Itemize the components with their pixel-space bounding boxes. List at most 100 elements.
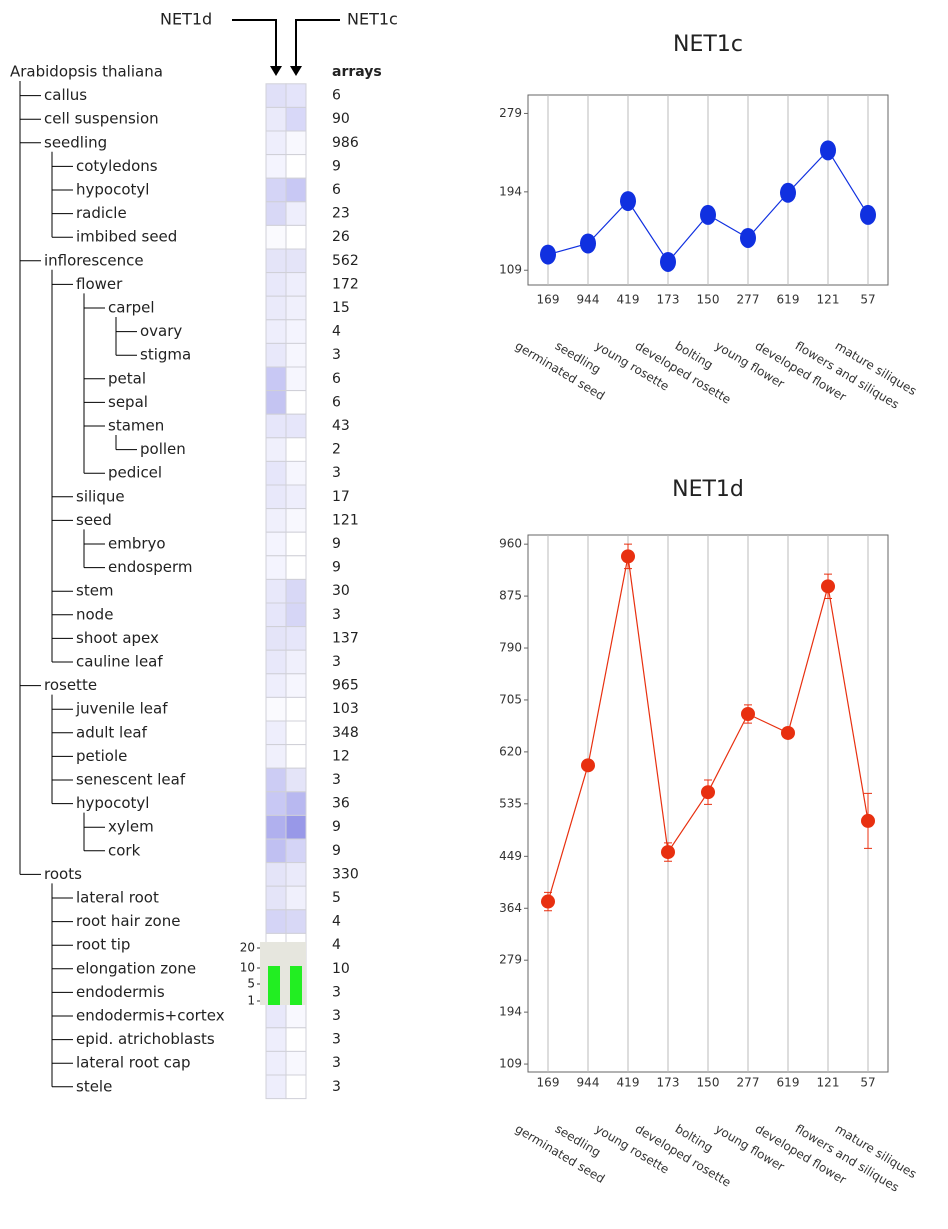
heat-cell <box>285 224 307 250</box>
tree-label: lateral root cap <box>76 1054 191 1072</box>
x-count-label: 57 <box>860 1076 875 1090</box>
y-tick-label: 620 <box>499 744 522 758</box>
heat-cell <box>265 366 287 392</box>
array-count: 9 <box>332 536 341 552</box>
array-count: 4 <box>332 914 341 930</box>
y-tick-label: 790 <box>499 641 522 655</box>
arrow-head <box>270 66 302 76</box>
x-count-label: 150 <box>697 1076 720 1090</box>
heat-cell <box>285 460 307 486</box>
y-tick-label: 279 <box>499 106 522 120</box>
heat-cell <box>265 295 287 321</box>
tree-label: callus <box>44 86 87 104</box>
x-count-label: 57 <box>860 293 875 307</box>
heat-cell <box>265 319 287 344</box>
array-count: 562 <box>332 253 359 269</box>
tree-label: root hair zone <box>76 912 180 930</box>
x-count-label: 419 <box>617 293 640 307</box>
array-count: 3 <box>332 1079 341 1095</box>
array-count: 330 <box>332 866 359 882</box>
heat-cell <box>285 201 307 226</box>
array-count: 172 <box>332 276 359 292</box>
tree-label: stamen <box>108 417 164 435</box>
heat-cell <box>285 1074 307 1100</box>
data-point <box>701 785 715 800</box>
heat-cell <box>285 366 307 392</box>
heat-cell <box>265 390 287 415</box>
array-count: 26 <box>332 229 350 245</box>
heat-cell <box>285 767 307 793</box>
data-point <box>581 758 595 773</box>
array-count: 121 <box>332 512 359 528</box>
heat-cell <box>285 248 307 274</box>
data-point <box>661 845 675 860</box>
array-count: 3 <box>332 1008 341 1024</box>
bar <box>268 966 280 1005</box>
x-count-label: 277 <box>737 1076 760 1090</box>
x-count-label: 944 <box>577 293 600 307</box>
tree-label: senescent leaf <box>76 771 186 789</box>
arrow <box>232 19 277 68</box>
array-count: 5 <box>332 890 341 906</box>
heat-cell <box>265 720 287 746</box>
heat-cell <box>285 413 307 439</box>
tree-label: root tip <box>76 936 130 954</box>
array-count: 6 <box>332 394 341 410</box>
heat-cell <box>285 508 307 533</box>
array-count: 30 <box>332 583 350 599</box>
data-point <box>861 813 875 828</box>
x-count-label: 619 <box>777 293 800 307</box>
tree-label: shoot apex <box>76 629 159 647</box>
array-count: 4 <box>332 324 341 340</box>
tree-label: roots <box>44 865 82 883</box>
array-count: 965 <box>332 678 359 694</box>
y-tick-label: 535 <box>499 796 522 810</box>
heat-cell <box>265 602 287 628</box>
tree-label: endodermis+cortex <box>76 1007 225 1025</box>
y-tick-label: 364 <box>499 901 522 915</box>
heat-cell <box>265 626 287 651</box>
heat-cell <box>285 862 307 887</box>
heat-cell <box>285 696 307 722</box>
heat-cell <box>265 649 287 675</box>
y-tick-label: 20 <box>240 941 255 955</box>
tree-label: inflorescence <box>44 251 144 269</box>
data-point <box>780 182 796 203</box>
heat-cell <box>285 437 307 462</box>
heat-cell <box>265 272 287 297</box>
tree-label: silique <box>76 487 125 505</box>
array-count: 3 <box>332 772 341 788</box>
array-count: 103 <box>332 701 359 717</box>
array-count: 90 <box>332 111 350 127</box>
data-point <box>741 707 755 721</box>
heat-cell <box>285 791 307 816</box>
heat-cell <box>265 531 287 557</box>
data-point <box>860 204 876 225</box>
heat-cell <box>285 602 307 628</box>
y-tick-label: 10 <box>240 961 255 975</box>
heat-cell <box>265 767 287 793</box>
array-count: 2 <box>332 442 341 458</box>
heat-cell <box>265 862 287 887</box>
tree-label: endodermis <box>76 983 165 1001</box>
y-tick-label: 705 <box>499 692 522 706</box>
heat-cell <box>265 791 287 816</box>
heat-cell <box>265 578 287 604</box>
data-point <box>740 227 756 248</box>
tree-label: epid. atrichoblasts <box>76 1030 215 1048</box>
tree-label: seedling <box>44 133 107 151</box>
tree-label: petal <box>108 369 146 387</box>
heat-cell <box>285 673 307 698</box>
array-count: 9 <box>332 158 341 174</box>
heat-cell <box>265 460 287 486</box>
data-point <box>621 549 635 564</box>
heat-cell <box>265 909 287 934</box>
heat-cell <box>265 177 287 203</box>
data-point <box>580 233 596 254</box>
heat-cell <box>265 744 287 769</box>
heat-cell <box>265 154 287 179</box>
heat-cell <box>285 531 307 557</box>
heat-cell <box>265 838 287 864</box>
tree-label: ovary <box>140 322 182 340</box>
data-point <box>540 244 556 265</box>
